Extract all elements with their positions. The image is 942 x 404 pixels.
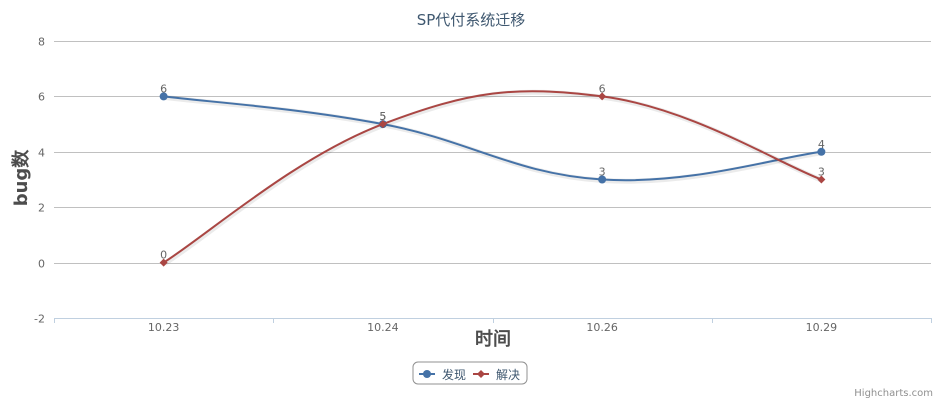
series-line (163, 90, 822, 264)
x-axis-title: 时间 (475, 329, 511, 350)
data-label: 6 (160, 82, 167, 95)
y-axis-title: bug数 (10, 149, 32, 207)
legend-item-series-2[interactable]: 解决 (473, 368, 520, 382)
y-tick-label: -2 (34, 313, 45, 326)
data-point-marker (159, 258, 168, 267)
data-label: 0 (160, 249, 167, 262)
data-point-marker (817, 147, 826, 156)
y-tick-label: 8 (38, 36, 45, 49)
y-tick-label: 6 (38, 91, 45, 104)
y-axis: -2 0 2 4 6 8 (34, 36, 45, 326)
x-axis: 10.23 10.24 10.26 10.29 (54, 318, 932, 334)
series-line (163, 95, 822, 182)
legend-box (412, 361, 528, 385)
legend-label-series-1: 发现 (442, 367, 466, 382)
data-label: 3 (818, 166, 825, 179)
series-2: 0 5 6 3 (159, 82, 826, 267)
legend: 发现 解决 (412, 361, 528, 385)
data-label: 5 (379, 110, 386, 123)
chart-title: SP代付系统迁移 (417, 11, 526, 29)
legend-diamond-icon (477, 370, 485, 378)
grid-lines (54, 41, 931, 264)
data-label: 4 (818, 138, 825, 151)
data-point-marker (598, 175, 607, 184)
y-tick-label: 0 (38, 258, 45, 271)
data-label: 3 (599, 166, 606, 179)
x-tick-label: 10.24 (367, 321, 399, 334)
x-tick-label: 10.29 (806, 321, 838, 334)
y-tick-label: 2 (38, 202, 45, 215)
series-line-shadow (164, 94, 823, 184)
series-line-shadow (163, 89, 824, 266)
data-point-marker (159, 92, 168, 101)
data-point-marker (817, 175, 826, 184)
legend-item-series-1[interactable]: 发现 (419, 367, 466, 382)
y-tick-label: 4 (38, 147, 45, 160)
series-layer: 6 5 3 40 5 6 3 (159, 82, 826, 267)
data-point-marker (378, 120, 387, 129)
data-label: 6 (599, 82, 606, 95)
data-label: 5 (379, 110, 386, 123)
legend-label-series-2: 解决 (496, 368, 520, 382)
credits-link[interactable]: Highcharts.com (854, 388, 933, 399)
x-tick-label: 10.23 (148, 321, 180, 334)
data-point-marker (598, 92, 607, 101)
legend-circle-icon (423, 370, 431, 378)
x-tick-label: 10.26 (586, 321, 618, 334)
